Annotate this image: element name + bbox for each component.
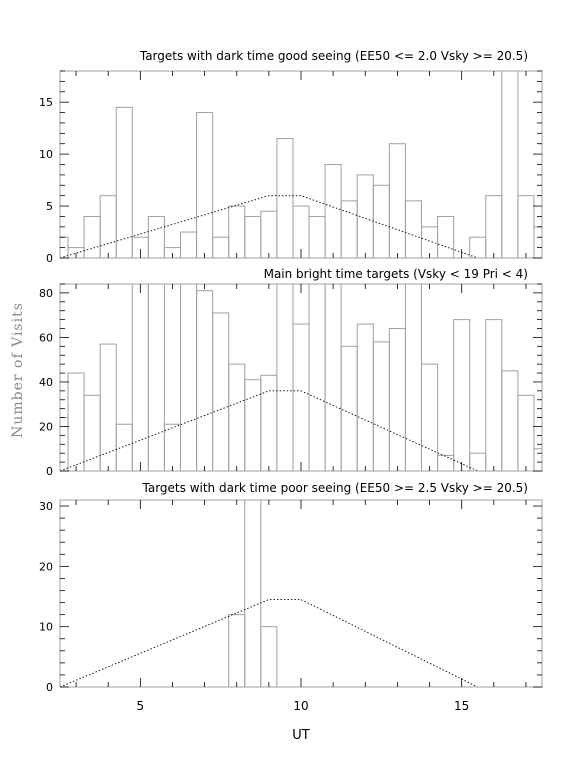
- panel-1-bars: [59, 70, 543, 259]
- histogram-bar: [163, 423, 181, 472]
- histogram-bar: [308, 215, 326, 259]
- histogram-bar: [356, 323, 374, 472]
- histogram-bar: [196, 112, 214, 259]
- panel-3: Targets with dark time poor seeing (EE50…: [39, 481, 543, 713]
- histogram-bar: [308, 283, 326, 472]
- histogram-bar: [533, 448, 543, 472]
- histogram-bar: [388, 143, 406, 259]
- panel-1-title: Targets with dark time good seeing (EE50…: [139, 49, 528, 63]
- panel-3-bars: [228, 499, 278, 688]
- envelope-line: [59, 195, 478, 259]
- panel-1-ticks: [60, 70, 542, 259]
- histogram-bar: [404, 200, 422, 259]
- histogram-bar: [99, 343, 117, 472]
- histogram-bar: [469, 236, 487, 259]
- histogram-bar: [147, 215, 165, 259]
- histogram-bar: [340, 345, 358, 472]
- histogram-bar: [292, 323, 310, 472]
- histogram-bar: [244, 379, 262, 472]
- histogram-bar: [421, 363, 439, 472]
- histogram-bar: [517, 195, 535, 259]
- histogram-bar: [517, 394, 535, 472]
- panel-2-ticks: [60, 283, 542, 472]
- histogram-bar: [228, 614, 246, 688]
- histogram-bar: [147, 283, 165, 472]
- panel-3-ticks: [60, 500, 542, 688]
- histogram-bar: [324, 283, 342, 472]
- y-tick-label: 0: [46, 252, 53, 265]
- histogram-bar: [180, 231, 198, 259]
- figure-y-axis-label: Number of Visits: [10, 302, 26, 438]
- histogram-bar: [260, 626, 278, 688]
- panels: Targets with dark time good seeing (EE50…: [39, 49, 543, 713]
- y-tick-label: 40: [39, 376, 53, 389]
- y-tick-label: 5: [46, 200, 53, 213]
- histogram-bar: [244, 215, 262, 259]
- histogram-bar: [533, 226, 543, 259]
- histogram-bar: [485, 319, 503, 472]
- x-tick-label: 10: [293, 699, 308, 713]
- histogram-bar: [212, 312, 230, 472]
- envelope-line: [59, 390, 478, 472]
- histogram-bar: [212, 236, 230, 259]
- histogram-bar: [276, 283, 294, 472]
- histogram-bar: [324, 164, 342, 259]
- histogram-bar: [83, 215, 101, 259]
- histogram-bar: [180, 283, 198, 472]
- y-tick-label: 0: [46, 681, 53, 694]
- plot-frame: [59, 499, 543, 688]
- y-tick-label: 20: [39, 420, 53, 433]
- histogram-bar: [437, 454, 455, 472]
- histogram-bar: [67, 372, 85, 472]
- histogram-bar: [453, 319, 471, 472]
- figure-x-axis-label: UT: [292, 728, 310, 743]
- histogram-bar: [501, 370, 519, 472]
- panel-2-title: Main bright time targets (Vsky < 19 Pri …: [264, 267, 528, 281]
- histogram-bar: [228, 363, 246, 472]
- histogram-bar: [196, 290, 214, 472]
- y-tick-label: 20: [39, 560, 53, 573]
- panel-1: Targets with dark time good seeing (EE50…: [39, 49, 543, 265]
- histogram-bar: [115, 423, 133, 472]
- x-tick-label: 5: [137, 699, 145, 713]
- histogram-bar: [260, 374, 278, 472]
- histogram-bar: [115, 106, 133, 259]
- histogram-bar: [501, 70, 519, 259]
- histogram-bar: [437, 215, 455, 259]
- histogram-bar: [244, 499, 262, 688]
- histogram-bar: [228, 205, 246, 259]
- histogram-bar: [340, 200, 358, 259]
- envelope-line: [59, 599, 478, 688]
- histogram-bar: [388, 328, 406, 472]
- x-tick-label: 15: [454, 699, 469, 713]
- y-tick-label: 30: [39, 500, 53, 513]
- histogram-bar: [485, 195, 503, 259]
- panel-3-title: Targets with dark time poor seeing (EE50…: [142, 481, 528, 495]
- y-tick-label: 80: [39, 287, 53, 300]
- y-tick-label: 60: [39, 331, 53, 344]
- histogram-bar: [260, 210, 278, 259]
- y-tick-label: 15: [39, 96, 53, 109]
- y-tick-label: 10: [39, 621, 53, 634]
- histogram-bar: [276, 138, 294, 259]
- histogram-bar: [99, 195, 117, 259]
- histogram-bar: [469, 452, 487, 472]
- y-tick-label: 0: [46, 465, 53, 478]
- panel-2: Main bright time targets (Vsky < 19 Pri …: [39, 267, 543, 478]
- histogram-bar: [131, 283, 149, 472]
- histogram-bar: [404, 283, 422, 472]
- histogram-bar: [83, 394, 101, 472]
- y-tick-label: 10: [39, 148, 53, 161]
- histogram-bar: [372, 341, 390, 472]
